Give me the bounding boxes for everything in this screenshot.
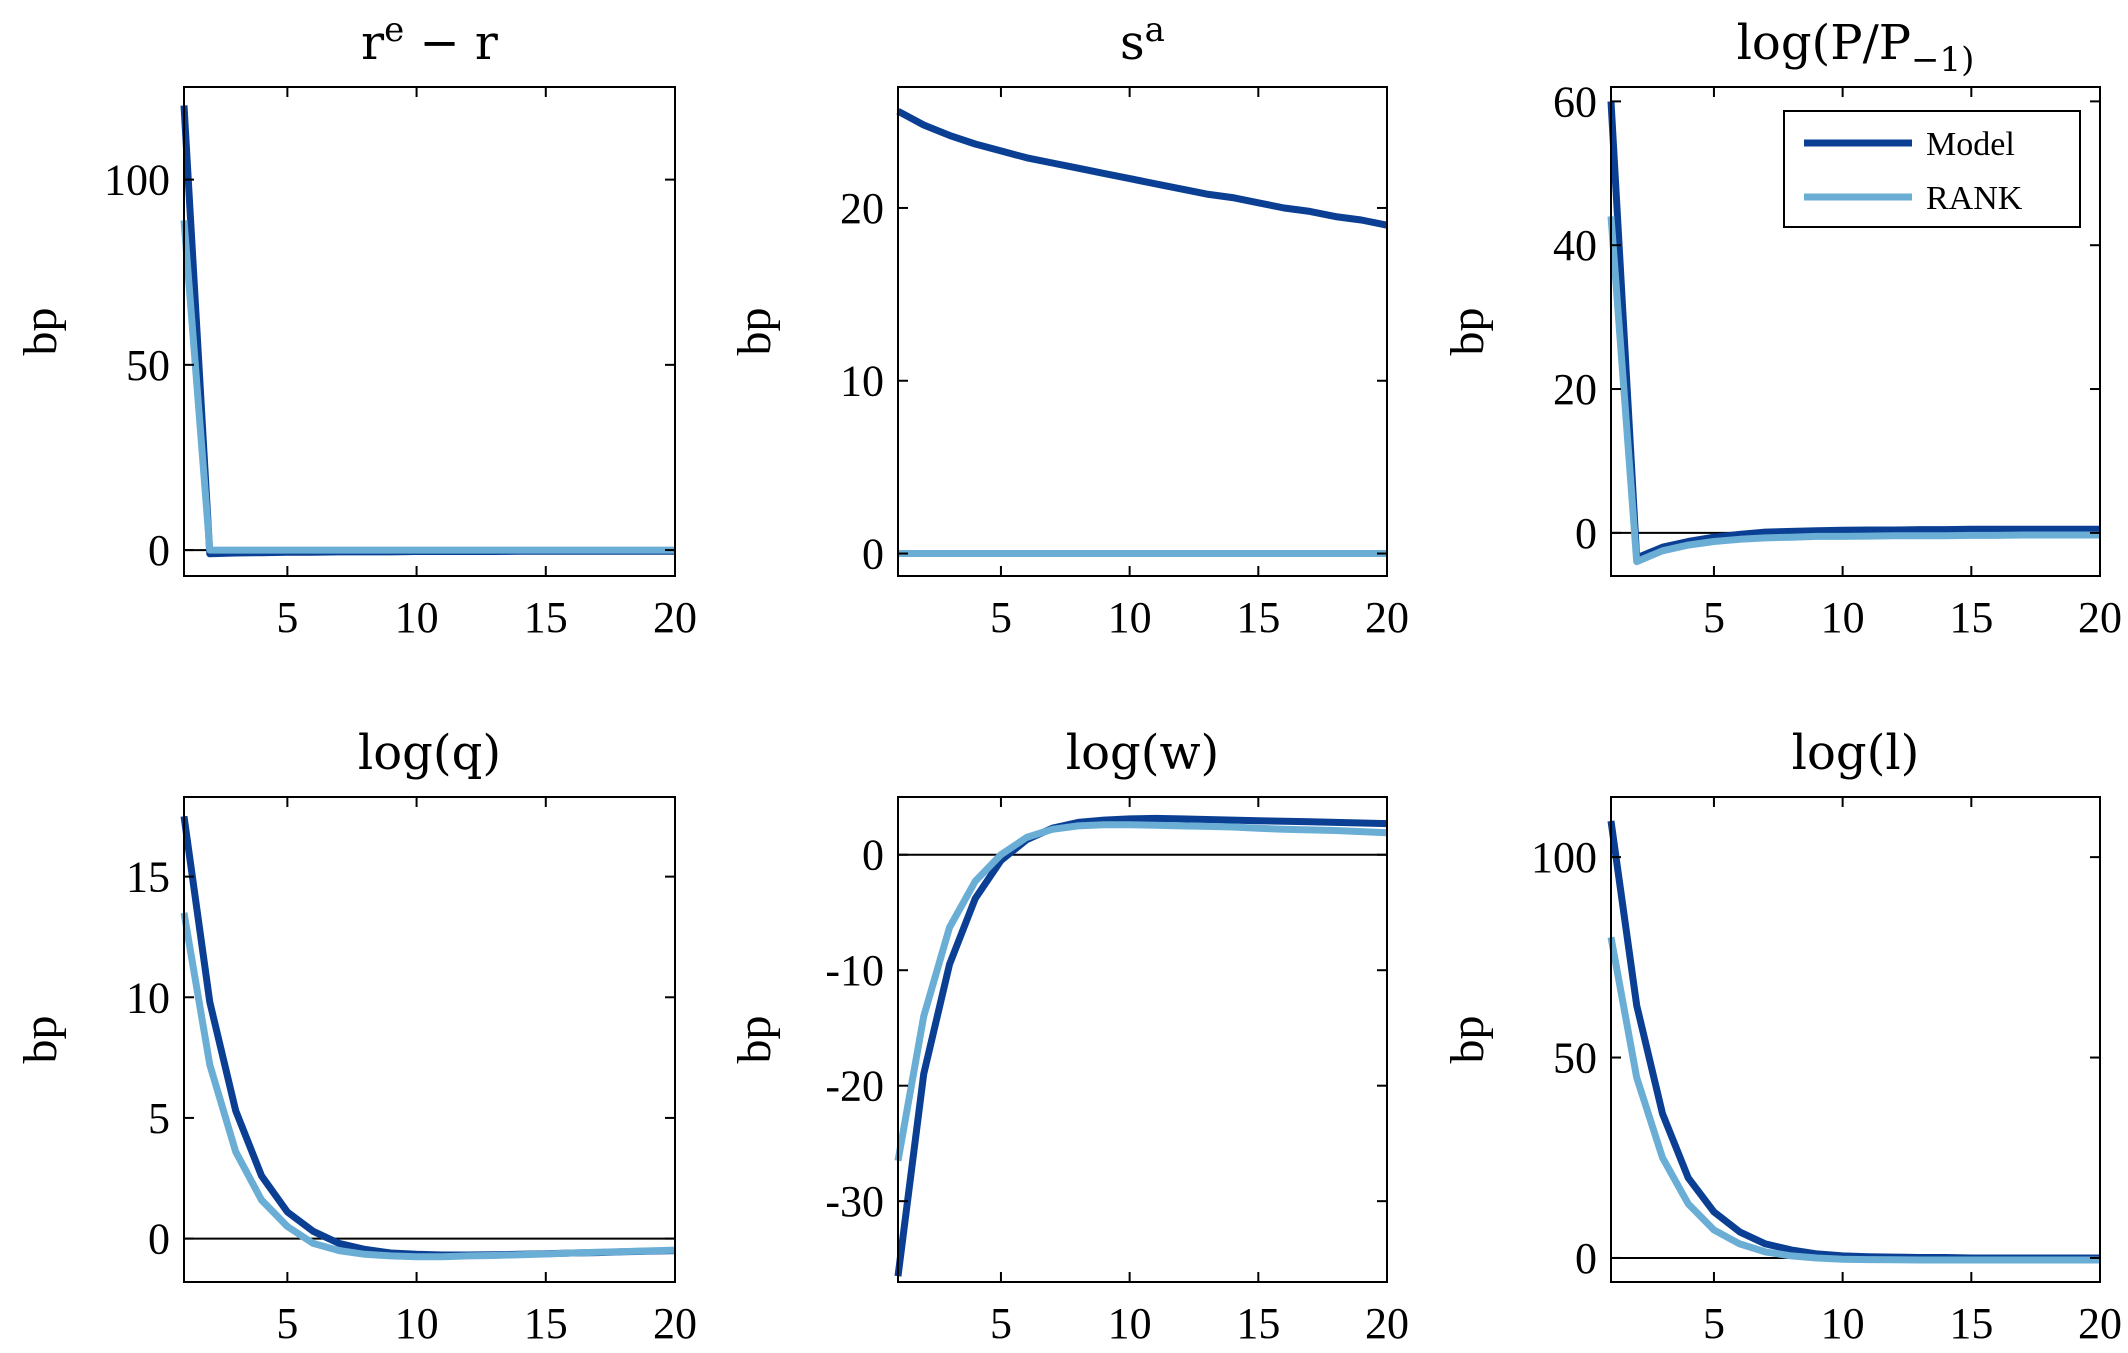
x-tick-label: 10 [395, 1299, 439, 1348]
x-tick-label: 15 [524, 1299, 568, 1348]
series-line-rank [894, 821, 1388, 1162]
y-axis-label: bp [1441, 1016, 1494, 1064]
series-line-rank [1607, 936, 2100, 1264]
x-tick-label: 15 [1949, 1299, 1993, 1348]
axes-box [183, 796, 676, 1283]
series-line-rank [1607, 216, 2100, 566]
x-tick-label: 20 [1365, 593, 1409, 642]
x-tick-label: 10 [1821, 593, 1865, 642]
series-line-model [1607, 101, 2100, 562]
x-tick-label: 10 [395, 593, 439, 642]
y-tick-label: 40 [1553, 221, 1597, 270]
y-axis-label: bp [728, 1016, 781, 1064]
y-tick-label: 60 [1553, 77, 1597, 126]
axes-box [897, 86, 1388, 577]
y-tick-label: 0 [1575, 509, 1597, 558]
y-tick-label: 10 [840, 357, 884, 406]
legend-label-rank: RANK [1926, 180, 2023, 217]
y-tick-label: -20 [825, 1062, 884, 1111]
y-axis-label: bp [1441, 308, 1494, 356]
x-tick-label: 5 [990, 593, 1012, 642]
y-tick-label: 15 [126, 853, 170, 902]
series-line-model [894, 814, 1388, 1277]
panel-title: re − r [361, 10, 498, 71]
y-tick-label: 0 [148, 1215, 170, 1264]
x-tick-label: 20 [2078, 593, 2122, 642]
panel-title: log(l) [1792, 725, 1920, 781]
panel-title: log(q) [358, 725, 501, 781]
y-tick-label: 20 [840, 184, 884, 233]
y-tick-label: 50 [1553, 1034, 1597, 1083]
x-tick-label: 5 [276, 1299, 298, 1348]
panel-4: 5 10 15 20 0 5 10 15 bp log(q) [14, 725, 697, 1348]
axes-box [183, 86, 676, 577]
axes-box [1610, 796, 2101, 1283]
legend: Model RANK [1783, 110, 2081, 228]
y-axis-label: bp [14, 1016, 67, 1064]
x-tick-label: 10 [1821, 1299, 1865, 1348]
y-tick-label: 0 [862, 831, 884, 880]
x-tick-label: 10 [1108, 1299, 1152, 1348]
x-tick-label: 20 [2078, 1299, 2122, 1348]
series-line-model [896, 108, 1388, 229]
y-axis-label: bp [14, 308, 67, 356]
x-tick-label: 20 [653, 593, 697, 642]
panel-title: log(P/P−1) [1737, 15, 1975, 80]
series-line-rank [180, 220, 675, 554]
panel-2: 5 10 15 20 0 10 20 bp sa [728, 10, 1409, 642]
y-tick-label: 10 [126, 973, 170, 1022]
x-tick-label: 15 [1949, 593, 1993, 642]
x-tick-label: 5 [1703, 1299, 1725, 1348]
y-tick-label: 50 [126, 341, 170, 390]
y-tick-label: 0 [1575, 1234, 1597, 1283]
y-tick-label: 20 [1553, 365, 1597, 414]
x-tick-label: 15 [524, 593, 568, 642]
panel-6: 5 10 15 20 0 50 100 bp log(l) [1441, 725, 2122, 1348]
y-tick-label: 0 [148, 526, 170, 575]
y-tick-label: -30 [825, 1177, 884, 1226]
panel-5: 5 10 15 20 -30 -20 -10 0 bp log(w) [728, 725, 1409, 1348]
panel-title: log(w) [1066, 725, 1220, 781]
x-tick-label: 15 [1236, 593, 1280, 642]
x-tick-label: 20 [1365, 1299, 1409, 1348]
y-axis-label: bp [728, 308, 781, 356]
series-line-model [180, 105, 675, 558]
axes-box [1610, 86, 2101, 577]
y-tick-label: 100 [104, 156, 170, 205]
x-tick-label: 15 [1236, 1299, 1280, 1348]
panel-title: sa [1120, 10, 1165, 71]
x-tick-label: 5 [990, 1299, 1012, 1348]
panel-1: 5 10 15 20 0 50 100 bp re − r [14, 10, 697, 642]
series-line-rank [180, 912, 676, 1261]
axes-box [897, 796, 1388, 1283]
panel-3: 5 10 15 20 0 20 40 60 bp log(P/P−1) [1441, 15, 2122, 642]
y-tick-label: -10 [825, 946, 884, 995]
x-tick-label: 5 [1703, 593, 1725, 642]
legend-label-model: Model [1926, 126, 2015, 163]
x-tick-label: 5 [276, 593, 298, 642]
y-tick-label: 5 [148, 1094, 170, 1143]
y-tick-label: 0 [862, 530, 884, 579]
y-tick-label: 100 [1531, 833, 1597, 882]
legend-box [1783, 110, 2081, 228]
x-tick-label: 10 [1108, 593, 1152, 642]
x-tick-label: 20 [653, 1299, 697, 1348]
